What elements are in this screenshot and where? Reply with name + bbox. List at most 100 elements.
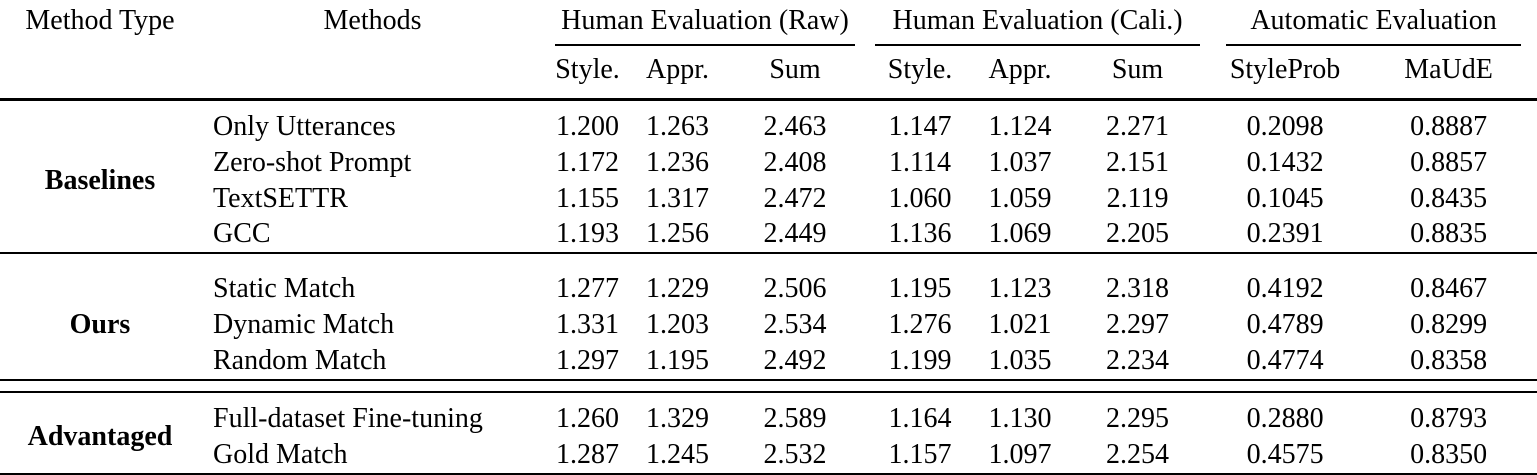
value-cell: 1.263 [646,110,709,142]
group-header-label: Human Evaluation (Cali.) [892,5,1183,36]
value-cell: 0.8857 [1410,146,1488,178]
value-cell: 1.157 [888,438,952,470]
value-cell: 1.114 [889,146,952,178]
value-cell: 1.203 [646,309,709,341]
value-cell: 0.8793 [1410,402,1488,434]
group-header-label: Automatic Evaluation [1250,5,1497,36]
value-cell: 1.069 [988,218,1052,250]
value-cell: 1.130 [988,402,1052,434]
value-cell: 2.463 [763,110,827,142]
value-cell: 2.408 [763,146,827,178]
value-cell: 1.193 [556,218,619,250]
value-cell: 1.147 [888,110,952,142]
value-cell: 2.506 [763,273,827,305]
value-cell: 1.124 [988,110,1052,142]
sub-header-styleprob: StyleProb [1210,45,1361,101]
group-header-automatic-eval: Automatic Evaluation [1210,0,1537,46]
method-type-cell: Baselines [44,164,156,196]
value-cell: 0.8299 [1410,309,1488,341]
value-cell: 2.492 [763,345,827,377]
value-cell: 2.589 [763,402,827,434]
method-name-cell: Gold Match [213,438,348,470]
value-cell: 0.1432 [1246,146,1324,178]
value-cell: 0.2391 [1246,218,1324,250]
value-cell: 2.297 [1106,309,1170,341]
value-cell: 1.059 [988,182,1052,214]
value-cell: 1.136 [888,218,952,250]
method-name-cell: Zero-shot Prompt [213,146,412,178]
value-cell: 0.2098 [1246,110,1324,142]
value-cell: 1.287 [556,438,619,470]
value-cell: 0.2880 [1246,402,1324,434]
value-cell: 1.317 [646,182,709,214]
value-cell: 1.164 [888,402,952,434]
value-cell: 1.035 [988,345,1052,377]
value-cell: 1.037 [988,146,1052,178]
value-cell: 2.472 [763,182,827,214]
value-cell: 0.8467 [1410,273,1488,305]
value-cell: 0.4789 [1246,309,1324,341]
value-cell: 1.229 [646,273,709,305]
value-cell: 1.172 [556,146,619,178]
table-row: Zero-shot Prompt 1.172 1.236 2.408 1.114 1.03… [0,144,1537,180]
value-cell: 2.449 [763,218,827,250]
method-name-cell: Static Match [213,273,356,305]
value-cell: 0.4192 [1246,273,1324,305]
group-underline-rule [875,43,1201,46]
value-cell: 0.4774 [1246,345,1324,377]
value-cell: 1.329 [646,402,709,434]
value-cell: 2.119 [1106,182,1169,214]
value-cell: 0.8358 [1410,345,1488,377]
value-cell: 1.021 [988,309,1052,341]
method-type-cell: Ours [69,309,131,341]
sub-header-cali-sum: Sum [1065,45,1211,101]
value-cell: 2.295 [1106,402,1170,434]
value-cell: 1.260 [556,402,619,434]
col-header-method-type: Method Type [0,0,200,101]
value-cell: 1.060 [888,182,952,214]
sub-header-cali-appr: Appr. [975,45,1066,101]
rule-line [0,252,1537,264]
value-cell: 1.276 [888,309,952,341]
sub-header-raw-sum: Sum [725,45,866,101]
group-header-label: Human Evaluation (Raw) [561,5,849,36]
table-row: Gold Match 1.287 1.245 2.532 1.157 1.097 2.254… [0,437,1537,474]
value-cell: 1.155 [556,182,619,214]
value-cell: 2.532 [763,438,827,470]
table-row: TextSETTR 1.155 1.317 2.472 1.060 1.059 2.119 0… [0,180,1537,216]
table-row: GCC 1.193 1.256 2.449 1.136 1.069 2.205 0.2391 0… [0,216,1537,253]
table-row: Baselines Only Utterances 1.200 1.263 2.463 1… [0,99,1537,196]
header-sub-row: Style. Appr. Sum Style. Appr. Sum StyleP… [0,45,1537,101]
group-header-human-eval-cali: Human Evaluation (Cali.) [865,0,1210,46]
group-underline-rule [555,43,856,46]
value-cell: 2.151 [1106,146,1170,178]
value-cell: 0.8887 [1410,110,1488,142]
value-cell: 1.199 [888,345,952,377]
table-row: Random Match 1.297 1.195 2.492 1.199 1.035 2.2… [0,343,1537,380]
col-header-methods: Methods [200,0,545,101]
value-cell: 2.234 [1106,345,1170,377]
value-cell: 1.123 [988,273,1052,305]
table-row: Ours Static Match 1.277 1.229 2.506 1.195 1.12… [0,263,1537,340]
value-cell: 1.277 [556,273,619,305]
method-name-cell: TextSETTR [213,182,348,214]
sub-header-cali-style: Style. [865,45,976,101]
value-cell: 1.236 [646,146,709,178]
value-cell: 1.297 [556,345,619,377]
method-name-cell: Only Utterances [213,110,396,142]
table-row: Advantaged Full-dataset Fine-tuning 1.260 1… [0,392,1537,452]
value-cell: 0.4575 [1246,438,1324,470]
section-rule-single [0,252,1537,264]
value-cell: 2.318 [1106,273,1170,305]
value-cell: 1.331 [556,309,619,341]
value-cell: 2.271 [1106,110,1170,142]
method-type-cell: Advantaged [27,420,173,452]
method-name-cell: Full-dataset Fine-tuning [213,402,483,434]
value-cell: 1.195 [888,273,952,305]
value-cell: 1.256 [646,218,709,250]
method-name-cell: Dynamic Match [213,309,395,341]
group-underline-rule [1226,43,1522,46]
group-header-human-eval-raw: Human Evaluation (Raw) [545,0,865,46]
sub-header-raw-appr: Appr. [630,45,725,101]
section-rule-double [0,378,1537,393]
